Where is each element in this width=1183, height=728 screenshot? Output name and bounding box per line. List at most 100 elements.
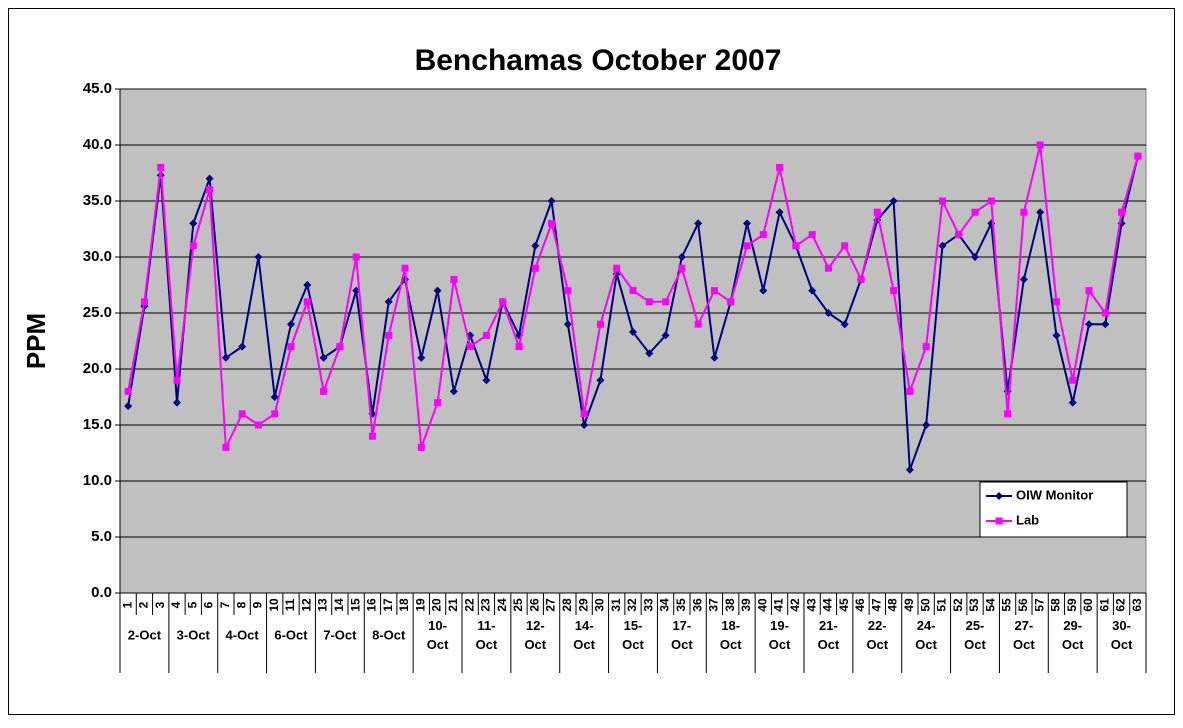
x-tick-label: 26 (527, 598, 541, 612)
x-group-label: 22- Oct (866, 618, 888, 652)
y-tick-label: 20.0 (83, 360, 112, 377)
x-group-label: 27- Oct (1013, 618, 1035, 652)
data-point (808, 286, 817, 295)
data-point (466, 343, 474, 351)
data-point (564, 287, 572, 295)
data-point (238, 342, 247, 351)
data-point (287, 320, 295, 329)
data-point (450, 275, 458, 283)
x-tick-label: 1 (120, 601, 134, 608)
data-point (938, 197, 946, 205)
data-point (955, 231, 963, 239)
x-tick-label: 49 (902, 598, 916, 612)
data-point (629, 328, 637, 337)
x-tick-label: 28 (560, 598, 574, 612)
data-point (206, 186, 214, 194)
data-point (221, 353, 230, 362)
x-group-label-line: 24- (917, 618, 936, 633)
x-group-label-line: 29- (1063, 618, 1082, 633)
x-tick-label: 31 (609, 598, 623, 612)
x-tick-label: 9 (251, 601, 265, 608)
data-point (905, 465, 914, 474)
x-group-label: 3-Oct (177, 627, 211, 642)
data-point (677, 253, 686, 261)
data-point (1052, 331, 1061, 340)
data-point (922, 343, 930, 351)
y-tick-label: 25.0 (83, 304, 112, 321)
x-group-label: 10- Oct (427, 618, 449, 652)
x-group-label-line: Oct (622, 637, 644, 652)
data-point (189, 242, 197, 250)
data-point (417, 353, 426, 362)
data-point (401, 264, 409, 272)
data-point (580, 410, 588, 418)
x-group-label-line: 12- (526, 618, 545, 633)
x-tick-label: 11 (283, 598, 297, 611)
x-tick-label: 19 (413, 598, 427, 612)
data-point (368, 432, 376, 440)
x-tick-label: 18 (397, 598, 411, 612)
data-point (645, 349, 654, 358)
x-tick-label: 50 (918, 598, 932, 612)
x-tick-label: 54 (983, 598, 997, 612)
x-group-label-line: 21- (819, 618, 838, 633)
x-tick-label: 41 (772, 598, 786, 612)
data-point (433, 286, 442, 295)
data-point (1036, 141, 1044, 149)
x-tick-label: 56 (1016, 598, 1030, 612)
x-tick-label: 53 (967, 598, 981, 612)
data-point (1036, 208, 1045, 217)
x-group-label: 4-Oct (226, 627, 260, 642)
x-group-label: 2-Oct (128, 627, 162, 642)
x-tick-label: 51 (935, 598, 949, 612)
data-point (205, 174, 214, 183)
x-tick-label: 60 (1081, 598, 1095, 612)
legend (979, 481, 1128, 538)
x-tick-label: 15 (348, 598, 362, 612)
data-point (1020, 208, 1028, 216)
data-point (1101, 320, 1110, 329)
data-point (548, 219, 556, 227)
x-group-label-line: Oct (1111, 637, 1133, 652)
data-point (1019, 275, 1028, 284)
data-point (613, 264, 621, 272)
data-point (596, 320, 604, 328)
y-tick-label: 0.0 (91, 584, 112, 601)
x-tick-label: 48 (886, 598, 900, 612)
data-point (385, 331, 393, 339)
data-point (303, 298, 311, 306)
data-point (678, 264, 686, 272)
data-point (417, 443, 425, 451)
chart-title: Benchamas October 2007 (415, 44, 782, 77)
x-group-label: 24- Oct (915, 618, 937, 652)
data-point (759, 286, 768, 295)
data-point (270, 393, 279, 401)
y-tick-label: 5.0 (91, 528, 112, 545)
data-point (482, 376, 491, 385)
x-group-label: 18- Oct (720, 618, 742, 652)
data-point (320, 387, 328, 395)
x-tick-label: 17 (381, 598, 395, 612)
x-group-label: 30- Oct (1111, 618, 1133, 652)
x-tick-label: 46 (853, 598, 867, 612)
data-point (580, 421, 589, 429)
x-tick-label: 8 (234, 601, 248, 608)
x-tick-label: 34 (658, 598, 672, 612)
data-point (759, 231, 767, 239)
y-tick-label: 15.0 (83, 416, 112, 433)
x-tick-label: 55 (1000, 598, 1014, 612)
legend-marker (995, 492, 1003, 500)
x-group-label-line: 14- (575, 618, 594, 633)
data-point (303, 281, 312, 289)
data-point (238, 410, 246, 418)
x-tick-label: 62 (1114, 598, 1128, 612)
data-point (694, 320, 702, 328)
x-group-label-line: Oct (476, 637, 498, 652)
x-tick-label: 38 (723, 598, 737, 612)
data-point (384, 297, 393, 306)
data-point (694, 219, 703, 228)
x-tick-label: 21 (446, 598, 460, 612)
x-tick-label: 23 (479, 598, 493, 612)
data-point (563, 320, 572, 329)
x-group-label: 15- Oct (622, 618, 644, 652)
